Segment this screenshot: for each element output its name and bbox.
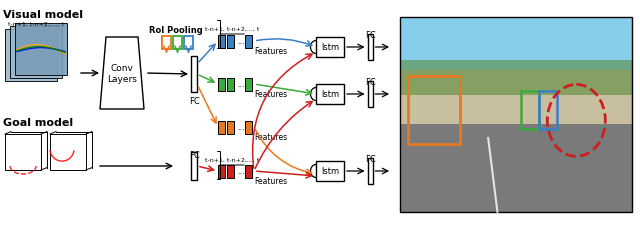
Bar xyxy=(367,82,372,108)
Bar xyxy=(367,158,372,184)
Bar xyxy=(5,134,41,170)
Bar xyxy=(50,134,86,170)
Bar xyxy=(15,24,67,76)
Text: ...: ... xyxy=(237,37,245,46)
Bar xyxy=(245,121,252,134)
Bar xyxy=(408,76,460,144)
Text: t-n+1, t-n+2,..., t: t-n+1, t-n+2,..., t xyxy=(205,157,259,162)
Text: FC: FC xyxy=(365,78,376,87)
Text: ...: ... xyxy=(237,123,245,132)
Bar xyxy=(400,18,632,212)
Bar xyxy=(245,35,252,48)
Polygon shape xyxy=(100,38,144,109)
Text: lstm: lstm xyxy=(321,167,339,176)
Text: lstm: lstm xyxy=(321,90,339,99)
Text: Features: Features xyxy=(254,47,287,56)
Bar xyxy=(400,125,632,212)
Bar xyxy=(400,70,632,132)
Text: FC: FC xyxy=(189,150,200,159)
Bar xyxy=(227,165,234,178)
Bar xyxy=(316,85,344,105)
Text: t-n+1, t-n+2,..., t: t-n+1, t-n+2,..., t xyxy=(205,26,259,31)
Bar xyxy=(173,37,182,50)
Text: RoI Pooling: RoI Pooling xyxy=(149,26,203,35)
Text: FC: FC xyxy=(189,97,200,106)
Text: Conv
Layers: Conv Layers xyxy=(107,64,137,83)
Text: FC: FC xyxy=(365,31,376,40)
Bar xyxy=(540,92,557,130)
Text: Visual model: Visual model xyxy=(3,10,83,20)
Text: Features: Features xyxy=(254,90,287,99)
Bar xyxy=(184,37,193,50)
Bar xyxy=(245,78,252,91)
Bar xyxy=(227,121,234,134)
Bar xyxy=(367,35,372,61)
Bar xyxy=(316,38,344,58)
Bar xyxy=(400,18,632,99)
Bar xyxy=(316,161,344,181)
Bar xyxy=(191,152,197,180)
Text: ...: ... xyxy=(237,80,245,89)
Bar xyxy=(218,78,225,91)
Text: Features: Features xyxy=(254,133,287,142)
Text: ...: ... xyxy=(237,167,245,176)
Bar xyxy=(227,35,234,48)
Bar xyxy=(400,61,632,95)
Bar xyxy=(218,35,225,48)
Bar xyxy=(218,121,225,134)
Bar xyxy=(5,30,57,82)
Text: lstm: lstm xyxy=(321,43,339,52)
Text: t-n+1, t-n+2,...., t: t-n+1, t-n+2,...., t xyxy=(8,22,65,27)
Bar xyxy=(245,165,252,178)
Bar xyxy=(10,27,62,79)
Bar xyxy=(191,57,197,93)
Bar xyxy=(162,37,171,50)
Text: Features: Features xyxy=(254,177,287,186)
Bar xyxy=(218,165,225,178)
Text: FC: FC xyxy=(365,154,376,163)
Bar xyxy=(521,92,539,130)
Bar xyxy=(227,78,234,91)
Text: Goal model: Goal model xyxy=(3,117,73,128)
